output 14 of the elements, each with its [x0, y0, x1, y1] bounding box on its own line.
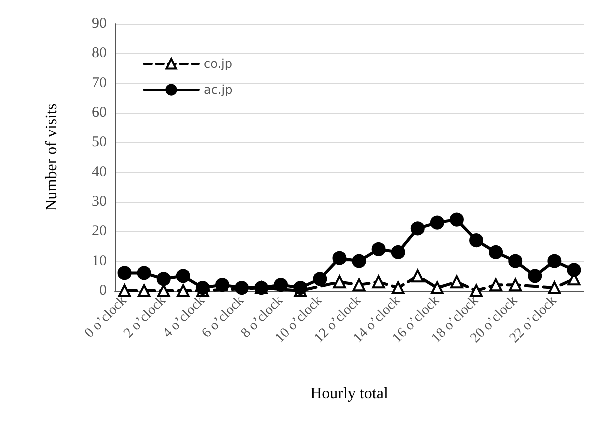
- legend-label: co.jp: [204, 57, 232, 71]
- y-tick-label: 80: [92, 46, 107, 62]
- y-axis-title: Number of visits: [44, 104, 60, 212]
- y-tick-label: 60: [92, 105, 107, 121]
- y-tick-label: 10: [92, 253, 107, 270]
- y-tick-label: 90: [92, 16, 107, 32]
- legend-label: ac.jp: [204, 83, 233, 97]
- y-tick-label: 40: [92, 164, 107, 180]
- y-tick-label: 50: [92, 134, 107, 151]
- x-axis-title: Hourly total: [310, 386, 389, 402]
- y-tick-label: 30: [92, 194, 107, 210]
- y-tick-label: 20: [92, 224, 107, 240]
- y-tick-label: 70: [92, 75, 107, 92]
- y-tick-label: 0: [100, 283, 107, 299]
